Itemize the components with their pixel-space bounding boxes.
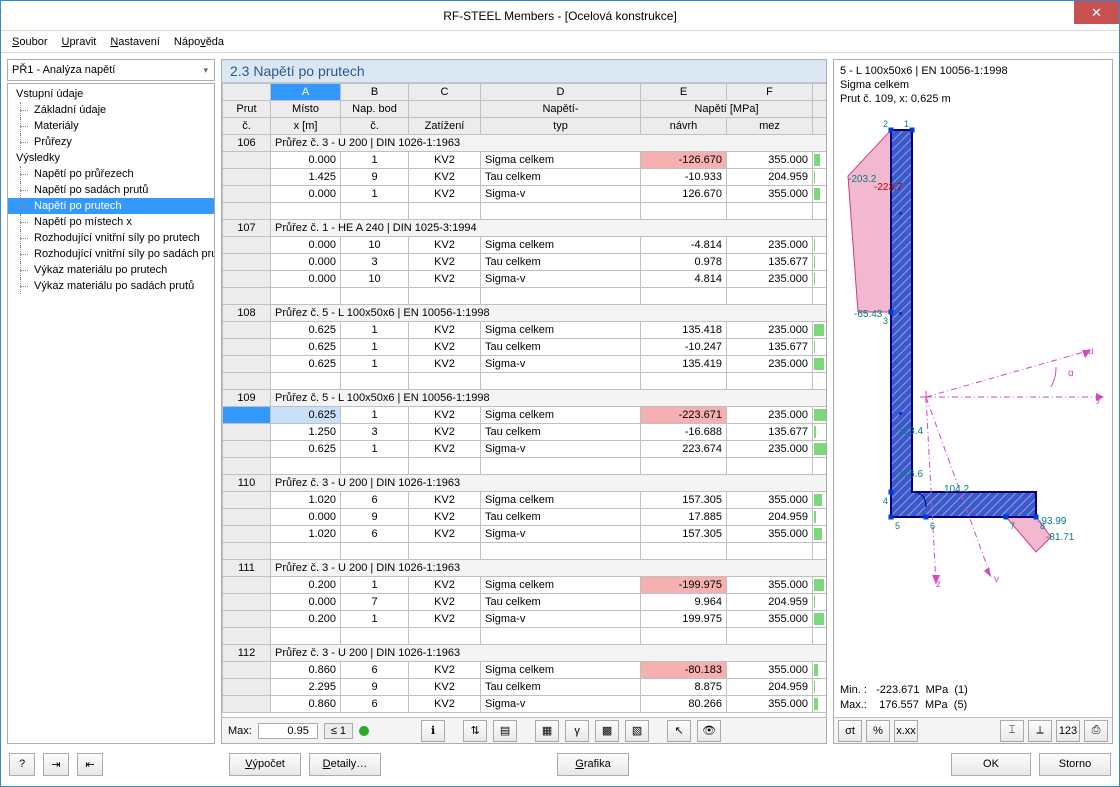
export-button[interactable]: ⇤: [77, 753, 103, 776]
tree-group[interactable]: Vstupní údaje: [8, 86, 214, 102]
tree-item[interactable]: Základní údaje: [8, 102, 214, 118]
menu-settings[interactable]: Nastavení: [105, 34, 165, 50]
print-button[interactable]: ⎙: [1084, 720, 1108, 742]
svg-text:3: 3: [883, 316, 888, 326]
results-grid[interactable]: ABCDEFGPrutMístoNap. bodNapětí-Napětí [M…: [222, 83, 826, 713]
max-pt: (5): [954, 699, 967, 711]
close-button[interactable]: ✕: [1074, 1, 1119, 24]
svg-text:-223.7: -223.7: [874, 182, 903, 193]
svg-text:-203.2: -203.2: [848, 174, 877, 185]
tree-item[interactable]: Napětí po sadách prutů: [8, 182, 214, 198]
nav-tree[interactable]: Vstupní údajeZákladní údajeMateriályPrůř…: [7, 83, 215, 744]
min-unit: MPa: [926, 684, 949, 696]
diagram-svg: 12345678-203.2-223.7-65.43123.4176.6104.…: [836, 112, 1112, 612]
preview-toolbar: σt % x.xx ⌶ ⟂ 123 ⎙: [834, 717, 1112, 743]
svg-text:-93.99: -93.99: [1038, 516, 1067, 527]
svg-text:-81.71: -81.71: [1046, 532, 1075, 543]
sort-button[interactable]: ⇅: [463, 720, 487, 742]
svg-text:y: y: [1096, 394, 1101, 405]
tree-group[interactable]: Výsledky: [8, 150, 214, 166]
tree-item[interactable]: Výkaz materiálu po sadách prutů: [8, 278, 214, 294]
svg-text:123.4: 123.4: [898, 426, 923, 437]
svg-text:176.6: 176.6: [898, 469, 923, 480]
tree-item[interactable]: Výkaz materiálu po prutech: [8, 262, 214, 278]
svg-text:5: 5: [895, 521, 900, 531]
min-val: -223.671: [876, 684, 919, 696]
preview-panel: 5 - L 100x50x6 | EN 10056-1:1998 Sigma c…: [833, 59, 1113, 744]
pick-button[interactable]: ↖: [667, 720, 691, 742]
section-view1-button[interactable]: ⌶: [1000, 720, 1024, 742]
svg-text:α: α: [1068, 368, 1074, 379]
loadcase-combo[interactable]: PŘ1 - Analýza napětí: [7, 59, 215, 81]
titlebar: RF-STEEL Members - [Ocelová konstrukce] …: [1, 1, 1119, 31]
svg-text:v: v: [994, 574, 999, 585]
results-panel: 2.3 Napětí po prutech ABCDEFGPrutMístoNa…: [221, 59, 827, 744]
preview-stress-type: Sigma celkem: [840, 78, 1106, 92]
results-grid-wrap: ABCDEFGPrutMístoNap. bodNapětí-Napětí [M…: [222, 83, 826, 717]
view3-button[interactable]: ▩: [595, 720, 619, 742]
tree-item[interactable]: Rozhodující vnitřní síly po sadách prutů: [8, 246, 214, 262]
tree-item[interactable]: Materiály: [8, 118, 214, 134]
minmax-block: Min. : -223.671 MPa (1) Max.: 176.557 MP…: [834, 681, 1112, 717]
max-value: 0.95: [258, 723, 318, 739]
app-window: RF-STEEL Members - [Ocelová konstrukce] …: [0, 0, 1120, 787]
eye-button[interactable]: 👁: [697, 720, 721, 742]
tree-item[interactable]: Rozhodující vnitřní síly po prutech: [8, 230, 214, 246]
panel-title: 2.3 Napětí po prutech: [222, 60, 826, 83]
preview-info: 5 - L 100x50x6 | EN 10056-1:1998 Sigma c…: [834, 60, 1112, 110]
calc-button[interactable]: Výpočet: [229, 753, 301, 776]
grid-footer: Max: 0.95 ≤ 1 ℹ ⇅ ▤ ▦ γ ▩ ▧ ↖ 👁: [222, 717, 826, 743]
graphics-button[interactable]: Grafika: [557, 753, 629, 776]
max-unit: MPa: [925, 699, 948, 711]
xxx-button[interactable]: x.xx: [894, 720, 918, 742]
percent-button[interactable]: %: [866, 720, 890, 742]
preview-member: Prut č. 109, x: 0.625 m: [840, 92, 1106, 106]
preview-section: 5 - L 100x50x6 | EN 10056-1:1998: [840, 64, 1106, 78]
svg-text:4: 4: [883, 496, 888, 506]
menu-edit[interactable]: Upravit: [56, 34, 101, 50]
view1-button[interactable]: ▦: [535, 720, 559, 742]
numeric-button[interactable]: 123: [1056, 720, 1080, 742]
svg-text:-65.43: -65.43: [854, 309, 883, 320]
view2-button[interactable]: γ: [565, 720, 589, 742]
window-title: RF-STEEL Members - [Ocelová konstrukce]: [1, 9, 1119, 23]
svg-text:6: 6: [930, 521, 935, 531]
loadcase-selected: PŘ1 - Analýza napětí: [12, 64, 115, 76]
tree-item[interactable]: Napětí po místech x: [8, 214, 214, 230]
ok-button[interactable]: OK: [951, 753, 1031, 776]
tree-item[interactable]: Průřezy: [8, 134, 214, 150]
lteq-label: ≤ 1: [324, 723, 353, 739]
cancel-button[interactable]: Storno: [1039, 753, 1111, 776]
help-button[interactable]: ?: [9, 753, 35, 776]
max-label: Max:: [228, 725, 252, 737]
min-label: Min. :: [840, 684, 867, 696]
nav-panel: PŘ1 - Analýza napětí Vstupní údajeZáklad…: [7, 59, 215, 744]
info-button[interactable]: ℹ: [421, 720, 445, 742]
section-view2-button[interactable]: ⟂: [1028, 720, 1052, 742]
tree-item[interactable]: Napětí po prutech: [8, 198, 214, 214]
details-button[interactable]: Detaily…: [309, 753, 381, 776]
svg-text:2: 2: [883, 119, 888, 129]
svg-text:7: 7: [1010, 521, 1015, 531]
menubar: Soubor Upravit Nastavení Nápověda: [1, 31, 1119, 53]
svg-text:u: u: [1088, 346, 1094, 357]
tree-item[interactable]: Napětí po průřezech: [8, 166, 214, 182]
sigma-t-button[interactable]: σt: [838, 720, 862, 742]
svg-text:z: z: [936, 579, 941, 590]
menu-help[interactable]: Nápověda: [169, 34, 229, 50]
status-ok-icon: [359, 726, 369, 736]
max-val: 176.557: [879, 699, 919, 711]
max-label2: Max.:: [840, 699, 867, 711]
view4-button[interactable]: ▧: [625, 720, 649, 742]
cross-section-diagram: 12345678-203.2-223.7-65.43123.4176.6104.…: [836, 112, 1110, 679]
filter-button[interactable]: ▤: [493, 720, 517, 742]
menu-file[interactable]: Soubor: [7, 34, 52, 50]
svg-text:104.2: 104.2: [944, 484, 969, 495]
bottom-bar: ? ⇥ ⇤ Výpočet Detaily… Grafika OK Storno: [7, 748, 1113, 780]
import-button[interactable]: ⇥: [43, 753, 69, 776]
min-pt: (1): [954, 684, 967, 696]
svg-text:1: 1: [904, 119, 909, 129]
